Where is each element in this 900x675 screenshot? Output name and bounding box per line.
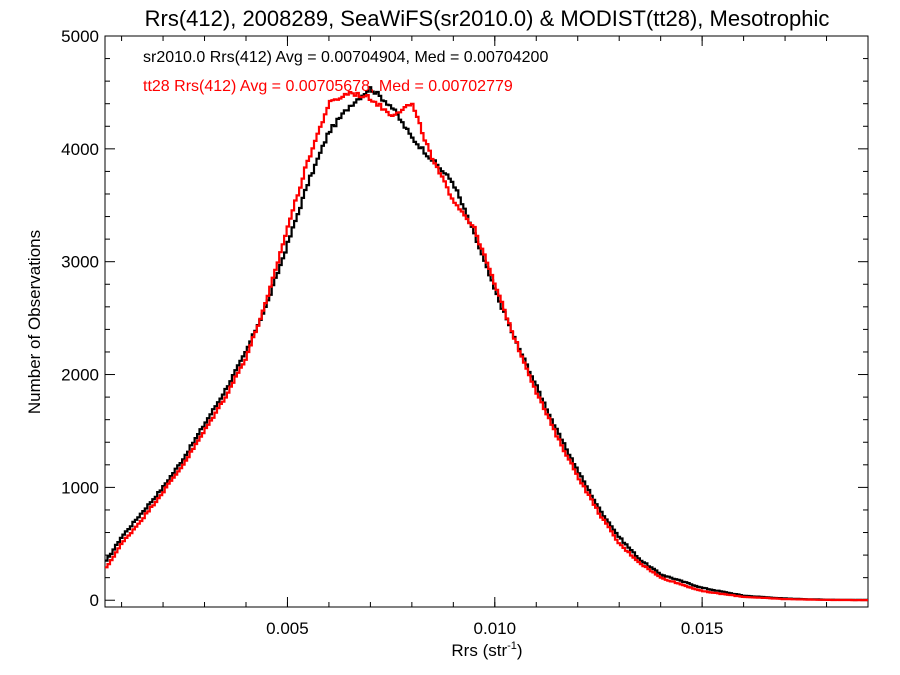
x-tick-label: 0.005: [266, 619, 309, 638]
x-tick-label: 0.010: [474, 619, 517, 638]
y-tick-label: 1000: [61, 478, 99, 497]
x-axis-label-main: Rrs (str: [451, 641, 507, 660]
y-axis-label: Number of Observations: [25, 230, 44, 414]
y-tick-label: 5000: [61, 27, 99, 46]
x-tick-label: 0.015: [681, 619, 724, 638]
y-tick-label: 3000: [61, 253, 99, 272]
legend-entry-sr2010: sr2010.0 Rrs(412) Avg = 0.00704904, Med …: [143, 49, 548, 66]
series-tt28: [105, 91, 868, 602]
x-axis-label-close: ): [517, 641, 523, 660]
y-tick-label: 0: [90, 591, 99, 610]
y-tick-label: 4000: [61, 140, 99, 159]
plot-frame: [104, 35, 869, 608]
x-axis-label: Rrs (str-1): [451, 640, 522, 660]
y-axis-ticks: 0 1000 2000 3000 4000 5000: [61, 27, 868, 610]
series-sr2010.0: [105, 86, 868, 602]
series-group: [105, 86, 868, 602]
chart-title: Rrs(412), 2008289, SeaWiFS(sr2010.0) & M…: [145, 6, 830, 31]
x-axis-ticks: 0.005 0.010 0.015: [121, 36, 828, 638]
legend-entry-tt28: tt28 Rrs(412) Avg = 0.00705678, Med = 0.…: [143, 78, 513, 95]
y-tick-label: 2000: [61, 366, 99, 385]
x-axis-label-superscript: -1: [507, 640, 517, 652]
